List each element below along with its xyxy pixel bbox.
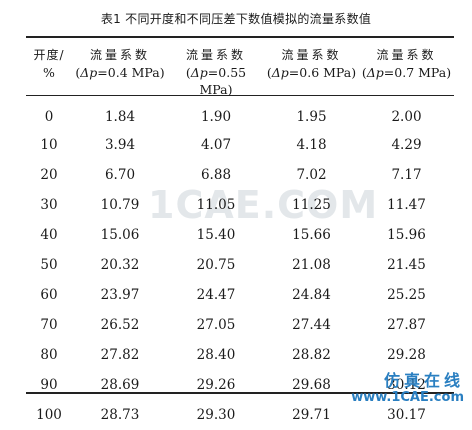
header-condition: (Δp=0.7 MPa) [361, 65, 452, 80]
value-cell: 15.66 [292, 227, 331, 243]
value-cell: 11.05 [196, 197, 236, 213]
table-row: 20 6.70 6.88 7.02 7.17 [26, 160, 454, 190]
value-cell: 4.18 [296, 137, 327, 153]
value-cell: 28.73 [100, 407, 140, 423]
value-cell: 21.08 [292, 257, 331, 273]
table-caption: 表1 不同开度和不同压差下数值模拟的流量系数值 [100, 12, 372, 26]
value-cell: 20.32 [100, 257, 140, 273]
opening-cell: 60 [40, 287, 58, 303]
table-row: 60 23.97 24.47 24.84 25.25 [26, 280, 454, 310]
header-label: 流量系数 [89, 48, 150, 62]
header-unit: % [43, 65, 55, 80]
header-label: 流量系数 [185, 48, 246, 62]
value-cell: 25.25 [387, 287, 426, 303]
value-cell: 23.97 [100, 287, 140, 303]
value-cell: 11.25 [292, 197, 331, 213]
bottom-rule [26, 392, 454, 394]
value-cell: 27.44 [292, 317, 331, 333]
header-condition: (Δp=0.55 MPa) [185, 65, 247, 97]
table-row: 40 15.06 15.40 15.66 15.96 [26, 220, 454, 250]
value-cell: 11.47 [387, 197, 426, 213]
value-cell: 26.52 [100, 317, 140, 333]
value-cell: 27.05 [196, 317, 236, 333]
value-cell: 7.17 [391, 167, 422, 183]
table-row: 90 28.69 29.26 29.68 30.12 [26, 370, 454, 400]
opening-cell: 70 [40, 317, 58, 333]
delta-p-symbol: Δp [190, 65, 208, 80]
value-cell: 27.87 [387, 317, 426, 333]
header-flow-coef-0-7: 流量系数 (Δp=0.7 MPa) [359, 45, 454, 98]
delta-p-symbol: Δp [366, 65, 384, 80]
value-cell: 29.30 [196, 407, 236, 423]
value-cell: 7.02 [296, 167, 327, 183]
value-cell: 3.94 [104, 137, 136, 153]
header-opening: 开度/ % [26, 45, 72, 98]
header-rule [26, 95, 454, 96]
delta-p-symbol: Δp [80, 65, 98, 80]
opening-cell: 90 [40, 377, 58, 393]
value-cell: 15.40 [196, 227, 236, 243]
header-condition: (Δp=0.4 MPa) [75, 65, 165, 80]
header-flow-coef-0-55: 流量系数 (Δp=0.55 MPa) [168, 45, 264, 98]
value-cell: 6.88 [200, 167, 232, 183]
condition-value: =0.7 MPa) [383, 65, 452, 80]
table-row: 30 10.79 11.05 11.25 11.47 [26, 190, 454, 220]
condition-value: =0.55 MPa) [199, 65, 247, 97]
top-rule [26, 36, 454, 38]
value-cell: 4.29 [391, 137, 422, 153]
value-cell: 1.95 [296, 109, 327, 125]
header-row: 开度/ % 流量系数 (Δp=0.4 MPa) 流量系数 (Δp=0.55 MP… [26, 45, 454, 98]
value-cell: 15.96 [387, 227, 426, 243]
opening-cell: 40 [40, 227, 58, 243]
value-cell: 29.26 [196, 377, 236, 393]
opening-cell: 10 [40, 137, 58, 153]
condition-value: =0.6 MPa) [288, 65, 357, 80]
value-cell: 4.07 [200, 137, 232, 153]
value-cell: 29.71 [292, 407, 331, 423]
value-cell: 6.70 [104, 167, 136, 183]
opening-cell: 0 [44, 109, 54, 125]
delta-p-symbol: Δp [271, 65, 289, 80]
opening-cell: 50 [40, 257, 58, 273]
value-cell: 27.82 [100, 347, 140, 363]
header-label: 开度/ [33, 48, 65, 62]
value-cell: 2.00 [391, 109, 422, 125]
value-cell: 28.69 [100, 377, 140, 393]
flow-coefficient-table: 开度/ % 流量系数 (Δp=0.4 MPa) 流量系数 (Δp=0.55 MP… [26, 45, 454, 430]
condition-value: =0.4 MPa) [97, 65, 165, 80]
value-cell: 15.06 [100, 227, 140, 243]
table-row: 80 27.82 28.40 28.82 29.28 [26, 340, 454, 370]
header-condition: (Δp=0.6 MPa) [266, 65, 357, 80]
opening-cell: 20 [40, 167, 58, 183]
header-label: 流量系数 [281, 48, 342, 62]
value-cell: 1.84 [104, 109, 136, 125]
value-cell: 10.79 [100, 197, 140, 213]
header-label: 流量系数 [376, 48, 437, 62]
opening-cell: 100 [36, 407, 62, 423]
value-cell: 24.47 [196, 287, 236, 303]
value-cell: 28.40 [196, 347, 236, 363]
value-cell: 20.75 [196, 257, 236, 273]
value-cell: 21.45 [387, 257, 426, 273]
opening-cell: 80 [40, 347, 58, 363]
value-cell: 1.90 [200, 109, 232, 125]
value-cell: 29.28 [387, 347, 426, 363]
value-cell: 24.84 [292, 287, 331, 303]
table-row: 70 26.52 27.05 27.44 27.87 [26, 310, 454, 340]
header-flow-coef-0-4: 流量系数 (Δp=0.4 MPa) [72, 45, 168, 98]
table-row: 0 1.84 1.90 1.95 2.00 [26, 98, 454, 130]
header-flow-coef-0-6: 流量系数 (Δp=0.6 MPa) [264, 45, 359, 98]
value-cell: 28.82 [292, 347, 331, 363]
table-row: 10 3.94 4.07 4.18 4.29 [26, 130, 454, 160]
value-cell: 30.12 [387, 377, 426, 393]
table-row: 100 28.73 29.30 29.71 30.17 [26, 400, 454, 430]
value-cell: 30.17 [387, 407, 426, 423]
opening-cell: 30 [40, 197, 58, 213]
value-cell: 29.68 [292, 377, 331, 393]
table-row: 50 20.32 20.75 21.08 21.45 [26, 250, 454, 280]
